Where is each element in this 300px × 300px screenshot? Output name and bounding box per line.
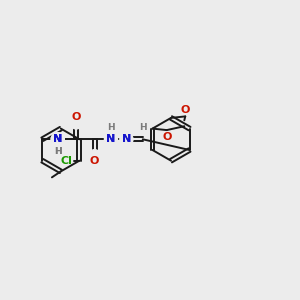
Text: N: N	[53, 134, 62, 144]
Text: N: N	[53, 134, 62, 144]
Circle shape	[120, 133, 133, 146]
Text: H: H	[54, 147, 62, 156]
Circle shape	[51, 133, 64, 146]
Text: O: O	[162, 132, 171, 142]
Text: N: N	[106, 134, 116, 144]
Text: N: N	[122, 134, 131, 144]
Text: N: N	[122, 134, 131, 144]
Text: O: O	[181, 105, 190, 115]
Text: N: N	[106, 134, 116, 144]
Circle shape	[105, 134, 117, 145]
Text: H: H	[107, 123, 115, 132]
Circle shape	[51, 133, 64, 146]
Circle shape	[52, 134, 64, 145]
Text: O: O	[90, 156, 99, 166]
Text: H: H	[139, 123, 147, 132]
Circle shape	[70, 116, 83, 129]
Text: Cl: Cl	[61, 156, 73, 166]
Text: H: H	[54, 147, 62, 156]
Circle shape	[104, 133, 118, 146]
Circle shape	[88, 150, 101, 163]
Text: O: O	[71, 112, 81, 122]
Text: N: N	[53, 134, 62, 144]
Circle shape	[121, 134, 132, 145]
